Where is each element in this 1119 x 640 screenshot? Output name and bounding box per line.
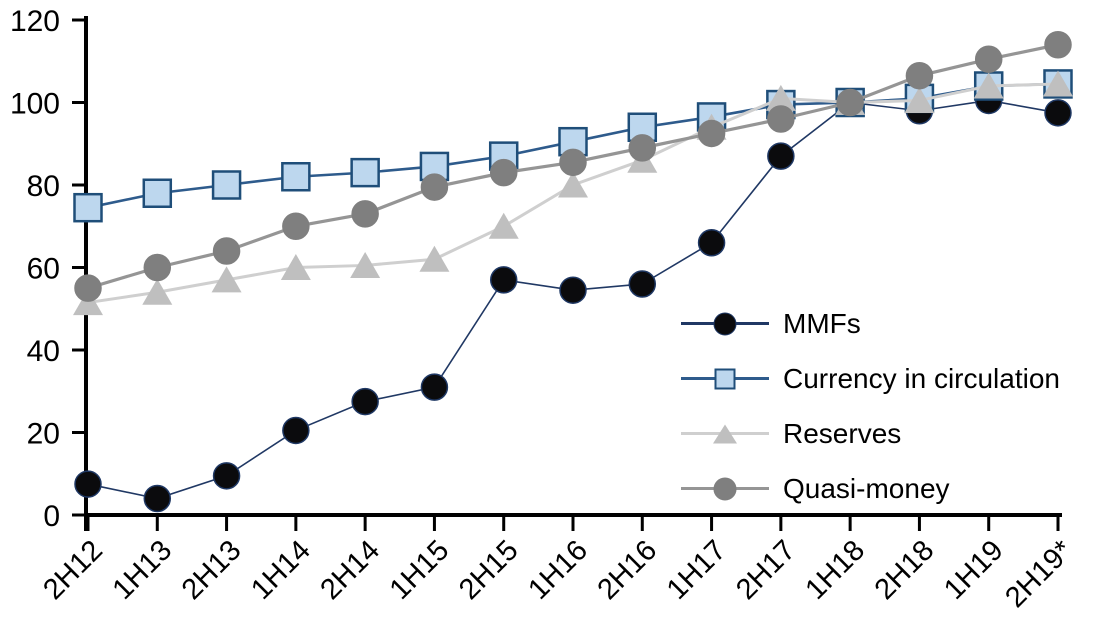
legend-line [681,312,769,335]
legend-label-quasi-money: Quasi-money [783,472,950,504]
legend: MMFs Currency in circulation Reserves Qu… [681,296,1060,516]
legend-item-mmfs: MMFs [681,296,1060,351]
x-axis-tick-label: 1H15 [384,534,456,606]
x-axis-tick-label: 2H15 [453,534,525,606]
y-axis-tick-label: 100 [10,88,60,121]
x-axis-tick-label: 1H17 [661,534,733,606]
x-axis-tick-label: 2H16 [592,534,664,606]
x-axis-tick-label: 1H14 [245,534,317,606]
y-axis-tick-label: 20 [27,418,60,451]
legend-item-quasi-money: Quasi-money [681,461,1060,516]
x-axis-tick-label: 1H19 [938,534,1010,606]
currency-square-marker-icon [714,368,736,389]
quasi-money-circle-marker-icon [713,477,737,500]
x-axis-tick-label: 2H13 [176,534,248,606]
mmfs-circle-marker-icon [713,312,737,335]
series-quasi-money [74,31,1072,302]
y-axis-tick-label: 120 [10,5,60,38]
x-axis-tick-label: 1H16 [522,534,594,606]
legend-label-reserves: Reserves [783,417,902,449]
legend-line [681,424,769,443]
x-axis-tick-label: 1H18 [799,534,871,606]
x-axis-tick-label: 1H13 [107,534,179,606]
x-axis-tick-label: 2H19* [999,534,1079,614]
y-axis-tick-label: 0 [43,500,60,533]
legend-item-currency-in-circulation: Currency in circulation [681,351,1060,406]
legend-label-currency-in-circulation: Currency in circulation [783,362,1060,394]
legend-item-reserves: Reserves [681,406,1060,461]
y-axis-tick-label: 60 [27,253,60,286]
y-axis-tick-label: 40 [27,335,60,368]
legend-label-mmfs: MMFs [783,307,861,339]
reserves-triangle-marker-icon [713,424,737,443]
y-axis-tick-label: 80 [27,170,60,203]
x-axis-tick-label: 2H12 [37,534,109,606]
x-axis-tick-label: 2H17 [730,534,802,606]
legend-line [681,368,769,389]
x-axis-tick-label: 2H14 [314,534,386,606]
legend-line [681,477,769,500]
x-axis-tick-label: 2H18 [869,534,941,606]
